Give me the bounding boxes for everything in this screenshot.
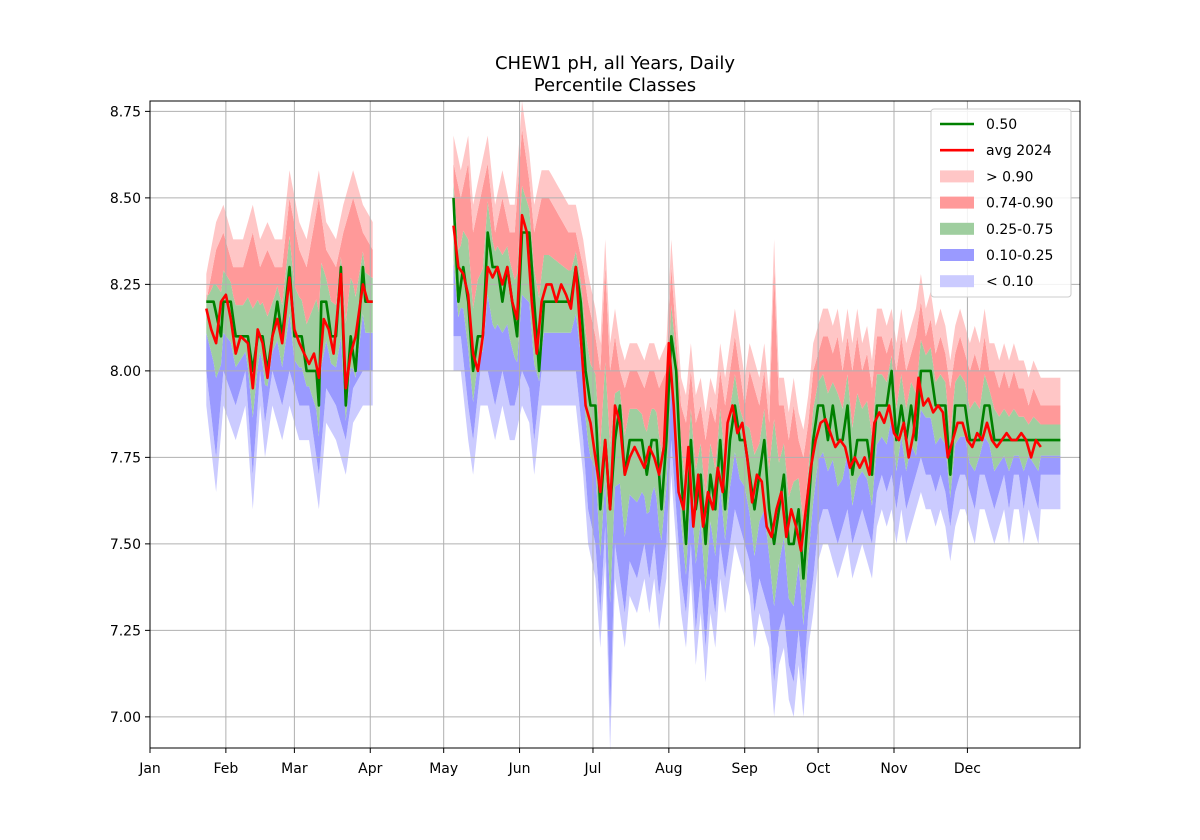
chart-title: CHEW1 pH, all Years, Daily — [495, 53, 735, 74]
grid-lines — [150, 101, 1080, 748]
legend-label: 0.50 — [986, 117, 1017, 133]
x-tick-label: Aug — [655, 761, 682, 777]
band-25-75-seg1 — [453, 182, 1061, 626]
band-10-25-seg0 — [206, 313, 373, 475]
x-tick-label: Nov — [880, 761, 907, 777]
legend-label: avg 2024 — [986, 143, 1052, 159]
legend-label: 0.25-0.75 — [986, 222, 1053, 238]
avg-2024-line-seg1 — [452, 213, 1042, 553]
series-lines — [205, 197, 1061, 580]
x-tick-label: Oct — [806, 761, 831, 777]
legend-label: > 0.90 — [986, 169, 1033, 185]
y-tick-label: 7.25 — [110, 623, 141, 639]
y-tick-label: 7.50 — [110, 537, 141, 553]
x-tick-label: Apr — [358, 761, 382, 777]
legend: 0.50 avg 2024 > 0.90 0.74-0.90 0.25-0.75 0.10… — [930, 108, 1072, 298]
y-tick-label: 8.25 — [110, 277, 141, 293]
x-tick-label: Dec — [954, 761, 981, 777]
median-line-seg1 — [452, 197, 1061, 580]
x-tick-label: May — [429, 761, 458, 777]
band-74-90-seg1 — [453, 128, 1061, 524]
avg-2024-line-seg0 — [205, 272, 373, 390]
legend-swatch-patch — [940, 249, 974, 261]
x-axis: Jan Feb Mar Apr May Jun Jul Aug Sep Oct Nov Dec — [138, 748, 981, 777]
band-gt90-seg1 — [453, 101, 1061, 458]
y-tick-label: 8.75 — [110, 104, 141, 120]
legend-swatch-patch — [940, 275, 974, 288]
x-tick-label: Feb — [213, 761, 238, 777]
plot-frame — [149, 100, 1081, 749]
y-tick-label: 7.75 — [110, 450, 141, 466]
band-74-90-seg0 — [206, 197, 373, 325]
chart-subtitle: Percentile Classes — [534, 75, 696, 96]
y-tick-label: 8.00 — [110, 364, 141, 380]
legend-swatch-patch — [940, 196, 974, 209]
legend-label: 0.10-0.25 — [986, 248, 1053, 264]
x-tick-label: Jun — [508, 761, 531, 777]
x-tick-label: Jul — [584, 761, 602, 777]
x-tick-label: Mar — [281, 761, 308, 777]
legend-label: < 0.10 — [986, 274, 1033, 290]
band-lt10-seg0 — [206, 370, 373, 510]
y-tick-label: 7.00 — [110, 710, 141, 726]
y-axis: 7.00 7.25 7.50 7.75 8.00 8.25 8.50 8.75 — [110, 104, 150, 726]
y-tick-label: 8.50 — [110, 191, 141, 207]
legend-label: 0.74-0.90 — [986, 196, 1053, 212]
band-gt90-seg0 — [206, 170, 373, 302]
legend-swatch-patch — [940, 170, 974, 183]
x-tick-label: Sep — [732, 761, 759, 777]
x-tick-label: Jan — [138, 761, 161, 777]
legend-swatch-patch — [940, 222, 974, 235]
